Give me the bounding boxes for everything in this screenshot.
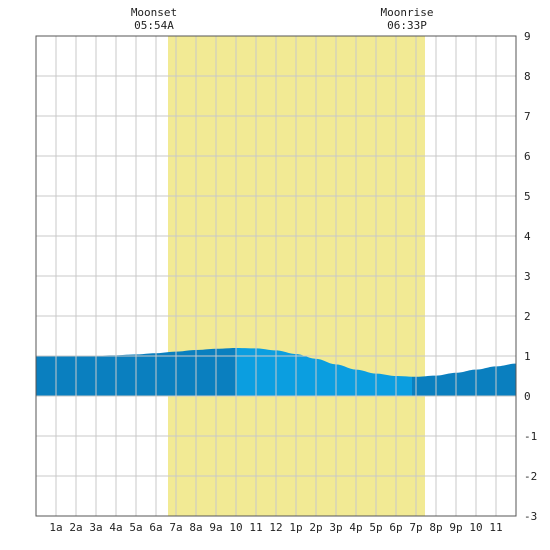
y-tick-label: 2 [524,310,531,323]
x-tick-label: 3a [89,521,102,534]
x-tick-label: 1p [289,521,302,534]
y-tick-label: -1 [524,430,537,443]
plot-frame [35,35,517,517]
grid-layer [36,36,516,516]
x-tick-labels: 1a 2a 3a 4a 5a 6a 7a 8a 9a 10 11 12 1p 2p 3p 4p 5p 6p 7p 8p… [49,521,502,534]
y-tick-label: 0 [524,390,531,403]
annotation-time: 06:33P [387,19,427,32]
tide-segment-3 [412,363,516,396]
annotation-title: Moonset [131,6,177,19]
y-tick-label: 9 [524,30,531,43]
x-tick-label: 12 [269,521,282,534]
x-tick-label: 2a [69,521,82,534]
y-tick-labels: 9 8 7 6 5 4 3 2 1 0 -1 -2 -3 [524,30,537,523]
x-tick-label: 10 [469,521,482,534]
x-tick-label: 4a [109,521,122,534]
y-tick-label: -2 [524,470,537,483]
x-tick-label: 2p [309,521,322,534]
x-tick-label: 3p [329,521,342,534]
y-tick-label: 5 [524,190,531,203]
x-tick-label: 6p [389,521,402,534]
y-tick-label: 3 [524,270,531,283]
x-tick-label: 1a [49,521,62,534]
y-tick-label: 8 [524,70,531,83]
annotation-time: 05:54A [134,19,174,32]
x-tick-label: 11 [249,521,262,534]
x-tick-label: 9p [449,521,462,534]
x-tick-label: 7a [169,521,182,534]
x-tick-label: 8a [189,521,202,534]
x-tick-label: 7p [409,521,422,534]
y-tick-label: 4 [524,230,531,243]
y-tick-label: -3 [524,510,537,523]
tide-segment-2 [236,348,412,396]
x-tick-label: 6a [149,521,162,534]
y-tick-label: 1 [524,350,531,363]
x-tick-label: 11 [489,521,502,534]
x-tick-label: 10 [229,521,242,534]
x-tick-label: 8p [429,521,442,534]
x-tick-label: 5p [369,521,382,534]
x-tick-label: 9a [209,521,222,534]
y-tick-label: 6 [524,150,531,163]
annotation-title: Moonrise [381,6,434,19]
y-tick-label: 7 [524,110,531,123]
x-tick-label: 4p [349,521,362,534]
x-tick-label: 5a [129,521,142,534]
